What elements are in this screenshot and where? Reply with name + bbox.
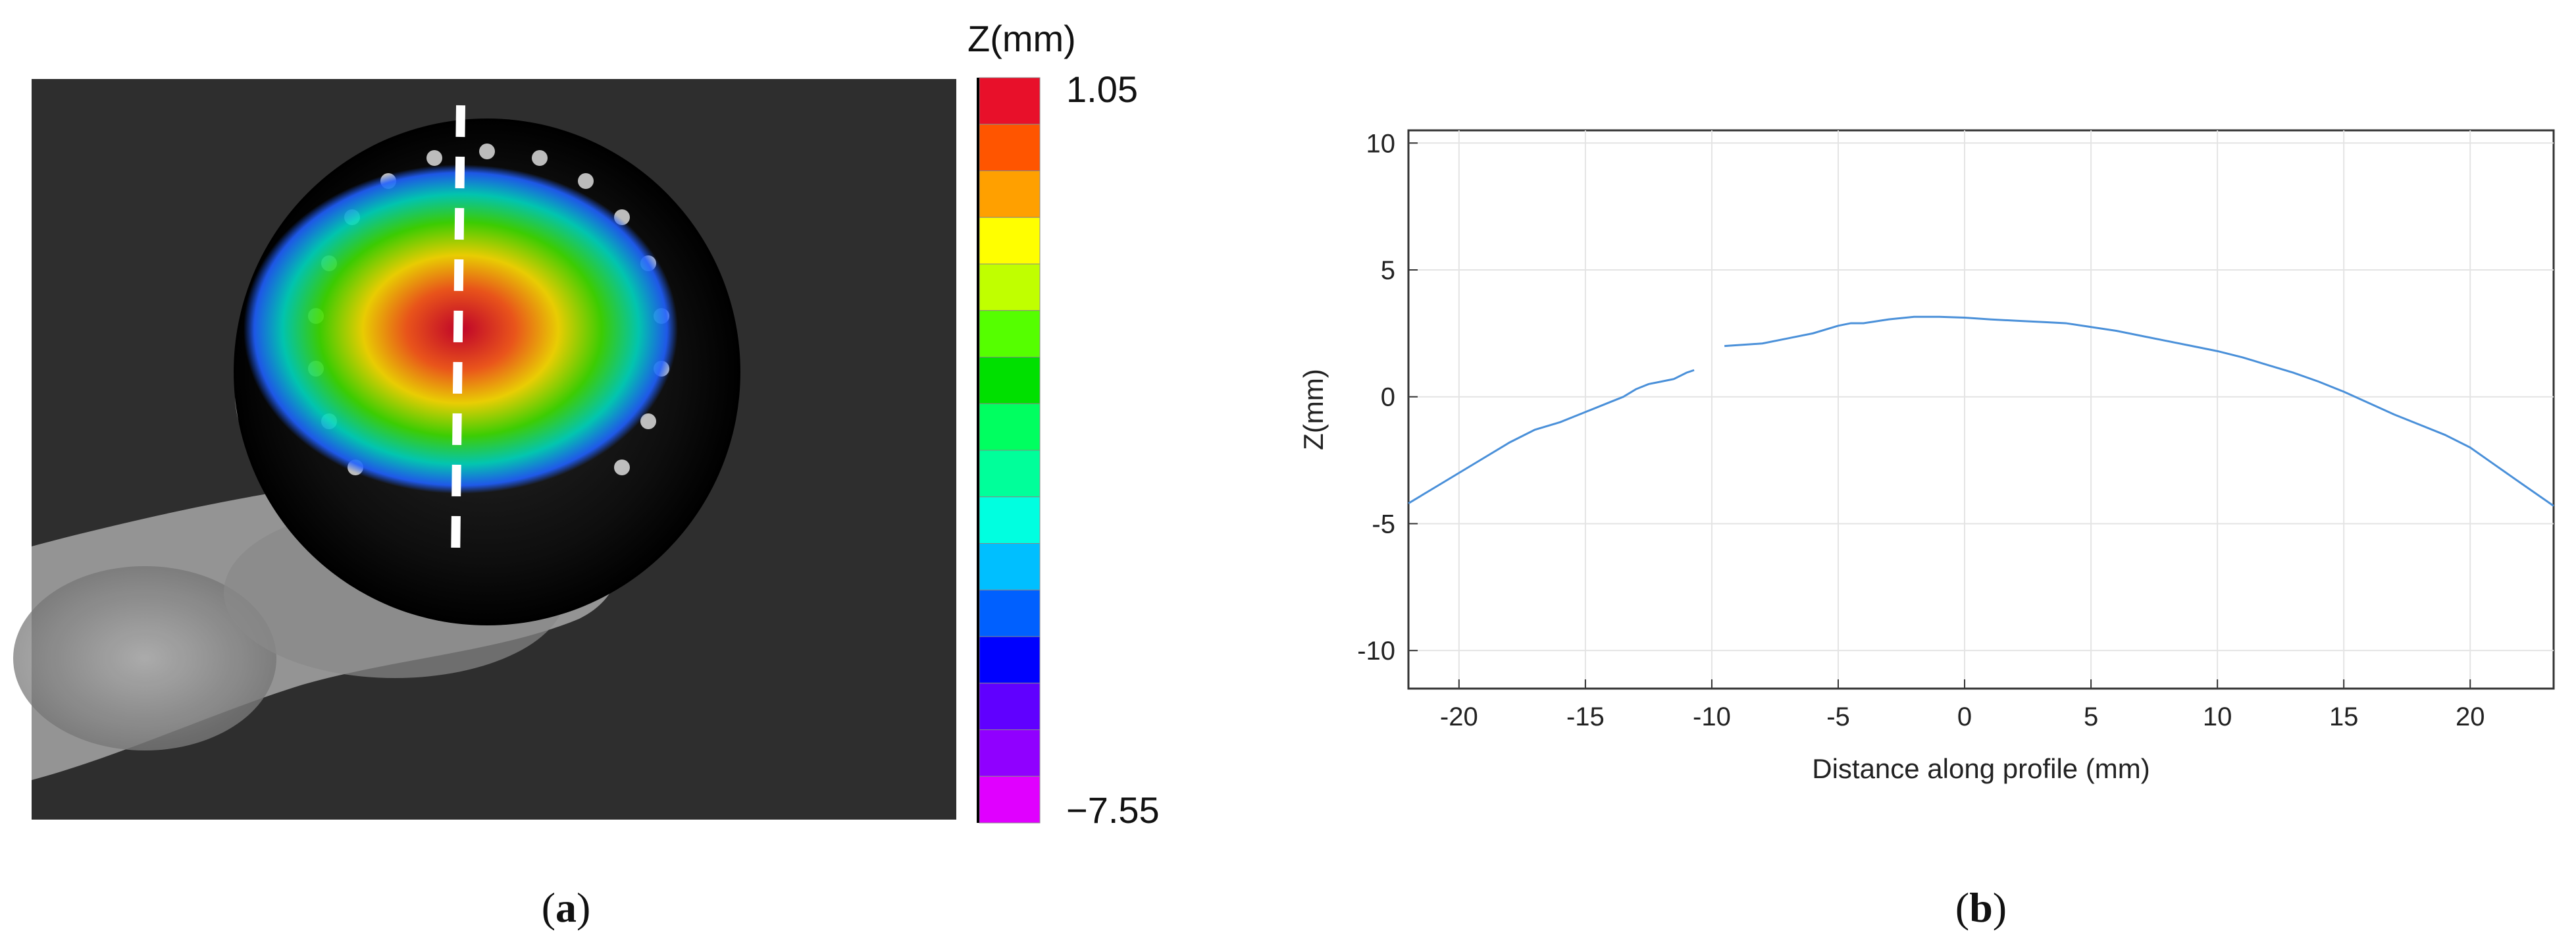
x-tick-label: 20: [2456, 702, 2485, 731]
colorbar-max-label: 1.05: [1066, 68, 1138, 110]
colorbar-cells: [979, 77, 1041, 824]
colorbar-cell: [979, 543, 1041, 591]
colorbar-min-label: −7.55: [1066, 789, 1160, 831]
x-tick-label: -20: [1440, 702, 1478, 731]
x-tick-label: 15: [2329, 702, 2359, 731]
profile-line-series: [1724, 315, 2554, 507]
colorbar-cell: [979, 729, 1041, 777]
colorbar-cell: [979, 636, 1041, 684]
y-tick-label: 5: [1381, 256, 1395, 285]
colorbar-cell: [979, 77, 1041, 125]
colorbar-cell: [979, 310, 1041, 357]
x-tick-label: -10: [1693, 702, 1731, 731]
colorbar-cell: [979, 263, 1041, 311]
colorbar-cell: [979, 683, 1041, 730]
colorbar: Z(mm) 1.05 −7.55: [967, 18, 1160, 831]
gridlines: [1408, 130, 2554, 689]
colorbar-cell: [979, 217, 1041, 265]
y-axis-label: Z(mm): [1298, 369, 1329, 450]
profile-line-series: [1408, 369, 1695, 504]
colorbar-cell: [979, 496, 1041, 544]
y-tick-label: -10: [1357, 637, 1395, 666]
profile-chart: -20 -15 -10 -5 0 5 10 15 20 -10 -5 0 5 10 Distance al…: [1298, 129, 2555, 784]
colorbar-cell: [979, 403, 1041, 451]
x-tick-label: 0: [1957, 702, 1972, 731]
profile-line: [451, 105, 465, 567]
colorbar-cell: [979, 450, 1041, 498]
colorbar-cell: [979, 357, 1041, 404]
photo-panel: [13, 79, 956, 820]
x-axis-label: Distance along profile (mm): [1812, 753, 2150, 784]
colorbar-cell: [979, 171, 1041, 218]
x-tick-label: -5: [1826, 702, 1850, 731]
y-tick-label: 10: [1366, 129, 1396, 158]
colorbar-cell: [979, 589, 1041, 637]
panel-label-b: (b): [1955, 884, 2007, 931]
y-tick-label: 0: [1381, 383, 1395, 412]
y-tick-label: -5: [1372, 510, 1395, 539]
x-tick-label: 10: [2203, 702, 2232, 731]
colorbar-title: Z(mm): [967, 18, 1076, 59]
x-tick-label: -15: [1566, 702, 1605, 731]
colorbar-cell: [979, 124, 1041, 171]
panel-label-a: (a): [542, 884, 591, 931]
x-tick-label: 5: [2084, 702, 2098, 731]
plot-area: [1407, 129, 2555, 690]
data-series: [1408, 315, 2554, 507]
colorbar-cell: [979, 775, 1041, 824]
ticks: -20 -15 -10 -5 0 5 10 15 20 -10 -5 0 5 10: [1357, 129, 2485, 731]
